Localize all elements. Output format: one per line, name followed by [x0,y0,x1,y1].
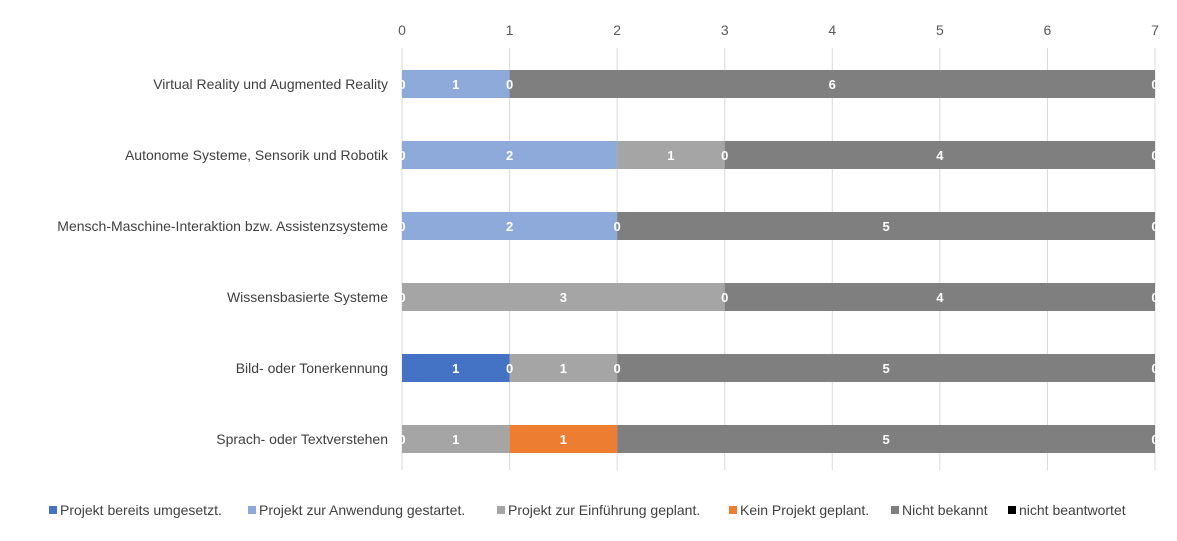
legend-swatch [1008,506,1016,514]
data-label: 0 [506,361,513,376]
data-label: 1 [667,148,674,163]
data-label: 2 [506,219,513,234]
bar-segment [724,141,1155,169]
category-label: Virtual Reality und Augmented Reality [153,76,388,92]
data-label: 1 [452,77,459,92]
bar-segment [402,354,510,382]
category-label: Bild- oder Tonerkennung [236,360,388,376]
bar-segment [617,425,1155,453]
x-tick-label: 3 [721,22,729,38]
data-label: 0 [1151,148,1158,163]
legend-swatch [248,506,256,514]
legend-label: Projekt bereits umgesetzt. [60,502,222,518]
data-label: 0 [506,77,513,92]
gridlines [401,48,1156,470]
bar-segment [617,141,725,169]
data-label: 0 [398,219,405,234]
data-label: 1 [560,361,567,376]
legend-swatch [891,506,899,514]
segment-labels: 0 1 0 6 00 2 1 0 4 00 2 0 5 00 3 0 4 01 0 1 0 5 00 1 1 5 0 [398,77,1158,447]
category-labels: Virtual Reality und Augmented Reality Aut… [57,76,389,447]
x-tick-label: 2 [613,22,621,38]
data-label: 0 [1151,219,1158,234]
bars [402,70,1156,453]
legend: Projekt bereits umgesetzt. Projekt zur An… [49,502,1126,518]
legend-label: Projekt zur Anwendung gestartet. [259,502,465,518]
category-label: Mensch-Maschine-Interaktion bzw. Assiste… [57,218,388,234]
data-label: 5 [882,219,889,234]
data-label: 3 [560,290,567,305]
data-label: 0 [1151,77,1158,92]
data-label: 2 [506,148,513,163]
data-label: 5 [882,432,889,447]
legend-label: Nicht bekannt [902,502,988,518]
legend-label: Projekt zur Einführung geplant. [508,502,700,518]
x-axis-ticks: 0 1 2 3 4 5 6 7 [398,22,1159,38]
data-label: 0 [398,77,405,92]
data-label: 4 [936,148,944,163]
bar-segment [509,425,618,453]
bar-segment [724,283,1155,311]
legend-swatch [497,506,505,514]
legend-swatch [49,506,57,514]
data-label: 0 [614,219,621,234]
bar-segment [402,425,510,453]
category-label: Autonome Systeme, Sensorik und Robotik [125,147,389,163]
x-tick-label: 1 [506,22,514,38]
data-label: 0 [721,290,728,305]
data-label: 0 [721,148,728,163]
data-label: 0 [398,148,405,163]
legend-label: Kein Projekt geplant. [740,502,869,518]
data-label: 5 [882,361,889,376]
data-label: 1 [452,361,459,376]
data-label: 1 [560,432,567,447]
data-label: 0 [1151,290,1158,305]
data-label: 0 [1151,432,1158,447]
data-label: 1 [452,432,459,447]
data-label: 4 [936,290,944,305]
x-tick-label: 4 [828,22,836,38]
data-label: 0 [1151,361,1158,376]
bar-segment [402,70,510,98]
bar-segment [617,212,1155,240]
x-tick-label: 0 [398,22,406,38]
bar-segment [617,354,1155,382]
bar-segment [509,354,618,382]
x-tick-label: 5 [936,22,944,38]
x-tick-label: 6 [1044,22,1052,38]
category-label: Wissensbasierte Systeme [227,289,388,305]
bar-segment [402,141,618,169]
data-label: 0 [398,432,405,447]
x-tick-label: 7 [1151,22,1159,38]
legend-label: nicht beantwortet [1019,502,1126,518]
data-label: 6 [829,77,836,92]
bar-segment [402,283,725,311]
bar-segment [402,212,618,240]
category-label: Sprach- oder Textverstehen [216,431,388,447]
data-label: 0 [398,290,405,305]
bar-segment [509,70,1156,98]
data-label: 0 [614,361,621,376]
legend-swatch [729,506,737,514]
